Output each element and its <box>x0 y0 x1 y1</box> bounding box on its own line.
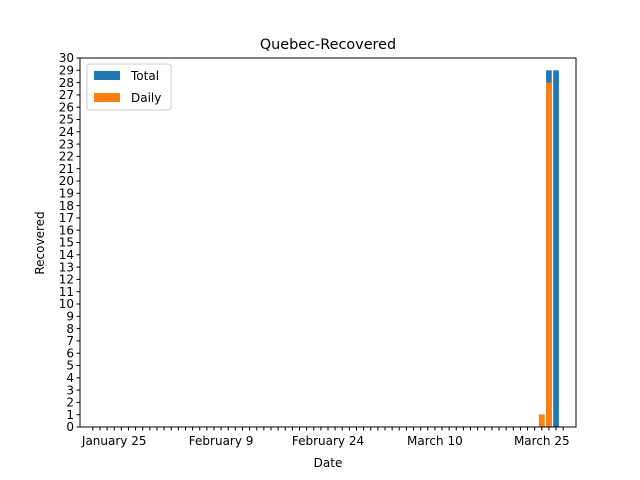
bars-layer <box>538 70 559 428</box>
y-tick-label: 18 <box>59 199 74 213</box>
y-tick-label: 21 <box>59 162 74 176</box>
plot-area-frame <box>79 57 577 428</box>
y-tick-label: 5 <box>66 359 74 373</box>
y-tick-label: 22 <box>59 150 74 164</box>
bar-daily <box>546 82 552 427</box>
y-tick-label: 25 <box>59 113 74 127</box>
y-tick-label: 19 <box>59 187 74 201</box>
y-tick-label: 1 <box>66 408 74 422</box>
legend-label-total: Total <box>130 69 159 83</box>
legend-swatch-daily <box>94 93 120 102</box>
y-axis: 0123456789101112131415161718192021222324… <box>59 51 80 434</box>
y-tick-label: 2 <box>66 396 74 410</box>
bar-total <box>553 70 559 428</box>
x-tick-label: February 9 <box>189 434 254 448</box>
y-tick-label: 13 <box>59 260 74 274</box>
y-tick-label: 4 <box>66 371 74 385</box>
y-tick-label: 11 <box>59 285 74 299</box>
y-tick-label: 8 <box>66 322 74 336</box>
x-tick-label: March 25 <box>514 434 570 448</box>
y-tick-label: 10 <box>59 297 74 311</box>
y-tick-label: 28 <box>59 76 74 90</box>
y-tick-label: 27 <box>59 88 74 102</box>
y-tick-label: 9 <box>66 310 74 324</box>
legend: Total Daily <box>86 63 172 111</box>
y-tick-label: 23 <box>59 137 74 151</box>
x-tick-label: March 10 <box>407 434 463 448</box>
y-tick-label: 0 <box>66 420 74 434</box>
x-axis: January 25 February 9 February 24 March 10 M… <box>81 427 570 448</box>
y-tick-label: 29 <box>59 64 74 78</box>
y-tick-label: 24 <box>59 125 74 139</box>
x-tick-label: February 24 <box>292 434 364 448</box>
y-tick-label: 26 <box>59 100 74 114</box>
chart-title: Quebec-Recovered <box>260 37 396 53</box>
y-tick-label: 16 <box>59 223 74 237</box>
legend-label-daily: Daily <box>131 91 161 105</box>
y-tick-label: 17 <box>59 211 74 225</box>
y-tick-label: 15 <box>59 236 74 250</box>
x-axis-label: Date <box>314 456 343 470</box>
x-tick-label: January 25 <box>81 434 147 448</box>
y-tick-label: 3 <box>66 383 74 397</box>
y-tick-label: 6 <box>66 346 74 360</box>
y-tick-label: 14 <box>59 248 74 262</box>
y-axis-label: Recovered <box>33 211 47 274</box>
y-tick-label: 12 <box>59 273 74 287</box>
y-tick-label: 7 <box>66 334 74 348</box>
y-tick-label: 30 <box>59 51 74 65</box>
y-tick-label: 20 <box>59 174 74 188</box>
bar-daily <box>538 414 545 427</box>
legend-swatch-total <box>94 71 120 80</box>
